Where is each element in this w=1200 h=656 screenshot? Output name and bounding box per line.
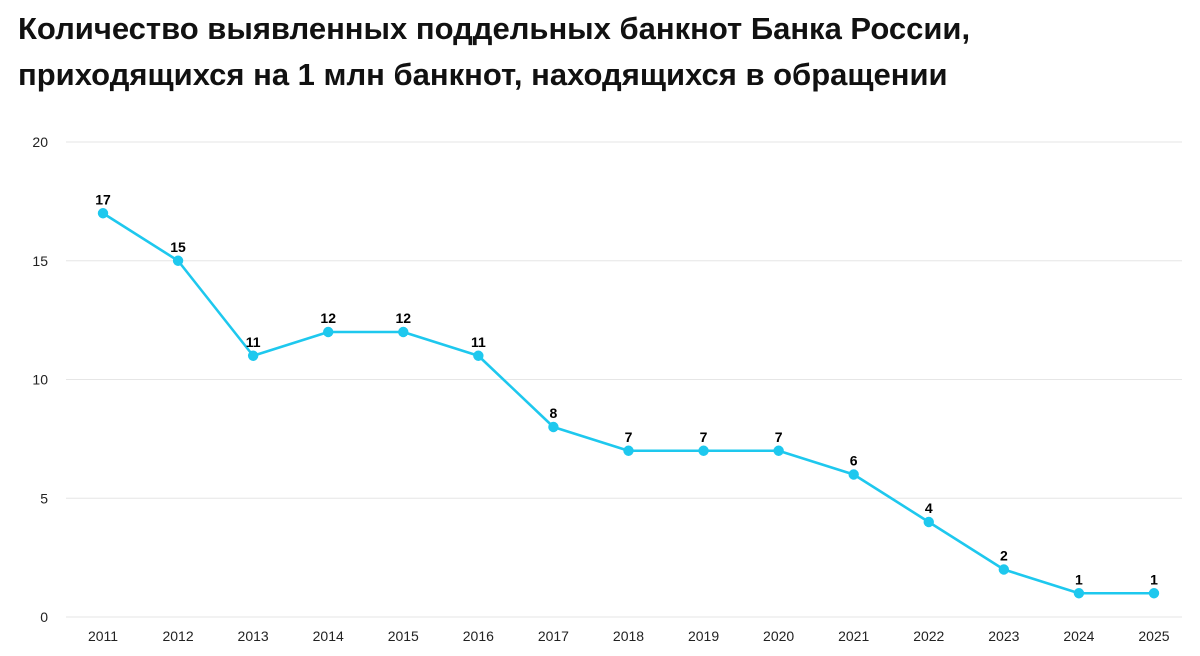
data-label: 4 — [925, 500, 933, 516]
x-tick-label: 2021 — [838, 628, 869, 644]
x-tick-label: 2025 — [1138, 628, 1169, 644]
data-label: 1 — [1150, 571, 1158, 587]
x-tick-label: 2022 — [913, 628, 944, 644]
y-tick-label: 10 — [32, 372, 48, 388]
data-point[interactable] — [623, 445, 634, 456]
x-tick-label: 2020 — [763, 628, 794, 644]
data-point[interactable] — [923, 516, 934, 528]
data-label: 12 — [320, 310, 336, 326]
chart-title-line-1: Количество выявленных поддельных банкнот… — [18, 11, 971, 46]
chart-title-line-2: приходящихся на 1 млн банкнот, находящих… — [18, 57, 948, 92]
y-tick-label: 5 — [40, 490, 48, 506]
data-label: 17 — [95, 191, 111, 207]
x-tick-label: 2012 — [162, 628, 193, 644]
y-tick-label: 0 — [40, 609, 48, 625]
x-tick-label: 2017 — [538, 628, 569, 644]
data-point[interactable] — [848, 469, 859, 480]
data-point[interactable] — [323, 326, 334, 338]
data-label: 11 — [471, 334, 486, 350]
data-label: 7 — [700, 429, 708, 445]
series-line — [101, 211, 1156, 595]
y-axis: 0 5 10 15 20 — [32, 134, 48, 625]
data-point[interactable] — [97, 208, 109, 219]
y-tick-label: 20 — [32, 134, 48, 150]
data-label: 15 — [170, 239, 186, 255]
x-tick-label: 2011 — [88, 628, 118, 644]
data-point[interactable] — [172, 255, 184, 266]
data-point[interactable] — [698, 445, 709, 456]
data-label: 7 — [775, 429, 783, 445]
x-axis: 2011 2012 2013 2014 2015 2016 2017 2018 2019 2020… — [88, 628, 1170, 644]
data-point[interactable] — [247, 350, 259, 361]
data-label: 7 — [625, 429, 633, 445]
data-point[interactable] — [773, 445, 784, 456]
data-point[interactable] — [1073, 588, 1085, 599]
data-label: 8 — [550, 405, 558, 421]
x-tick-label: 2024 — [1063, 628, 1094, 644]
data-point[interactable] — [548, 421, 559, 433]
grid — [66, 141, 1182, 618]
x-tick-label: 2015 — [388, 628, 419, 644]
x-tick-label: 2014 — [313, 628, 344, 644]
x-tick-label: 2016 — [463, 628, 494, 644]
data-label: 6 — [850, 453, 858, 469]
data-point[interactable] — [998, 564, 1010, 575]
chart-title: Количество выявленных поддельных банкнот… — [18, 6, 1178, 98]
x-tick-label: 2018 — [613, 628, 644, 644]
data-label: 1 — [1075, 571, 1083, 587]
data-label: 2 — [1000, 548, 1008, 564]
x-tick-label: 2023 — [988, 628, 1019, 644]
data-point[interactable] — [398, 326, 409, 338]
x-tick-label: 2013 — [238, 628, 269, 644]
data-point[interactable] — [473, 350, 484, 361]
data-point[interactable] — [1148, 588, 1160, 599]
series — [97, 208, 1160, 599]
y-tick-label: 15 — [32, 253, 48, 269]
data-label: 11 — [246, 334, 261, 350]
data-label: 12 — [395, 310, 411, 326]
x-tick-label: 2019 — [688, 628, 719, 644]
